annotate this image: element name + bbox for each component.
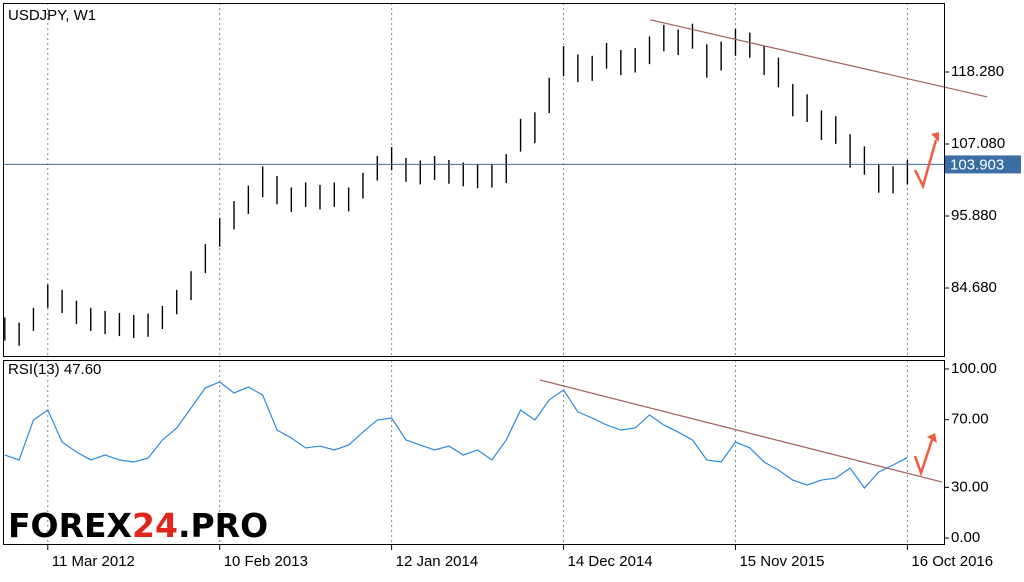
- arrow-head: [927, 433, 937, 443]
- y-tick-label: 0.00: [951, 529, 980, 546]
- trend-line: [650, 19, 988, 98]
- x-tick-label: 16 Oct 2016: [911, 553, 993, 570]
- x-tick-label: 12 Jan 2014: [396, 553, 479, 570]
- current-price-label: 103.903: [950, 156, 1004, 173]
- y-tick-label: 107.080: [951, 135, 1005, 152]
- logo-text: FOREX: [8, 506, 132, 545]
- logo-text: .PRO: [178, 506, 268, 545]
- arrow-head: [931, 132, 939, 142]
- y-tick-label: 70.00: [951, 411, 989, 428]
- x-tick-label: 14 Dec 2014: [568, 553, 653, 570]
- rsi-title: RSI(13) 47.60: [8, 361, 101, 378]
- y-tick-label: 30.00: [951, 478, 989, 495]
- rsi-line: [4, 381, 908, 489]
- arrow: [913, 439, 934, 477]
- arrow: [913, 139, 938, 190]
- x-tick-label: 10 Feb 2013: [224, 553, 308, 570]
- logo-highlight: 24: [132, 506, 178, 545]
- rsi-panel: [3, 360, 945, 545]
- y-tick-label: 100.00: [951, 360, 997, 377]
- current-price-box: [945, 155, 1021, 174]
- trend-line: [539, 379, 943, 483]
- x-tick-label: 11 Mar 2012: [52, 553, 135, 570]
- chart-title: USDJPY, W1: [8, 7, 96, 24]
- y-tick-label: 95.880: [951, 207, 997, 224]
- y-tick-label: 118.280: [951, 63, 1004, 80]
- logo: FOREX24.PRO: [8, 506, 268, 545]
- price-panel: [3, 3, 945, 357]
- y-tick-label: 84.680: [951, 279, 997, 296]
- x-tick-label: 15 Nov 2015: [739, 553, 824, 570]
